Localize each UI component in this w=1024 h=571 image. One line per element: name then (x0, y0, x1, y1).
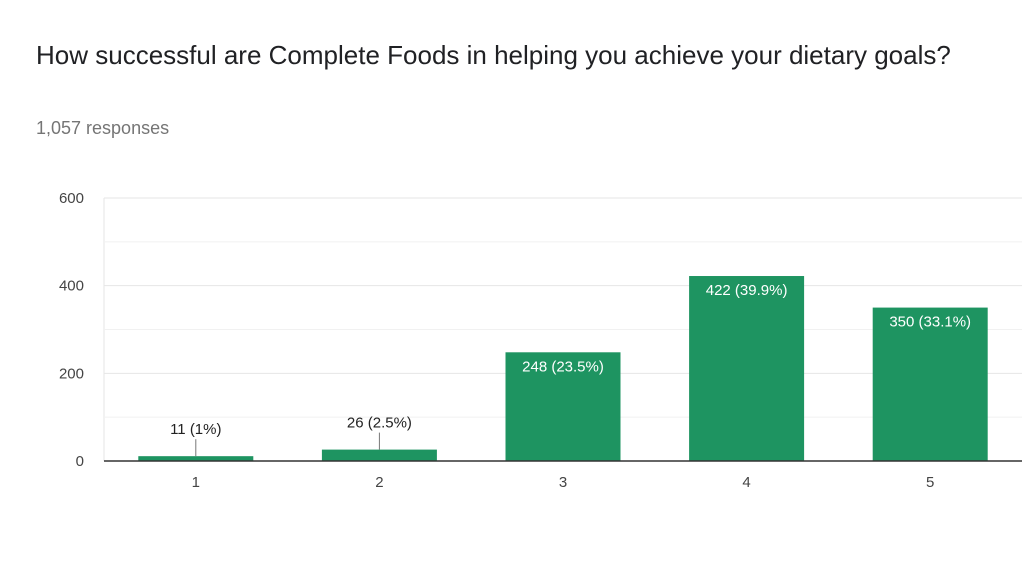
data-label: 248 (23.5%) (522, 358, 604, 375)
x-tick-label: 1 (192, 474, 200, 491)
y-tick-label: 200 (59, 365, 84, 382)
x-tick-label: 2 (375, 474, 383, 491)
data-label: 11 (1%) (170, 421, 221, 438)
bar-2 (321, 449, 437, 461)
bar-4 (689, 276, 805, 461)
x-tick-label: 5 (926, 474, 934, 491)
data-label: 422 (39.9%) (706, 282, 788, 299)
x-tick-label: 4 (742, 474, 750, 491)
data-label: 350 (33.1%) (889, 314, 971, 331)
data-label: 26 (2.5%) (347, 415, 412, 432)
chart-title: How successful are Complete Foods in hel… (36, 40, 951, 70)
y-tick-label: 400 (59, 278, 84, 295)
x-tick-label: 3 (559, 474, 567, 491)
bar-5 (872, 307, 988, 461)
bar-1 (138, 456, 254, 461)
bar-3 (505, 352, 621, 461)
y-tick-label: 0 (76, 453, 84, 470)
y-tick-label: 600 (59, 190, 84, 207)
response-count: 1,057 responses (36, 118, 170, 138)
